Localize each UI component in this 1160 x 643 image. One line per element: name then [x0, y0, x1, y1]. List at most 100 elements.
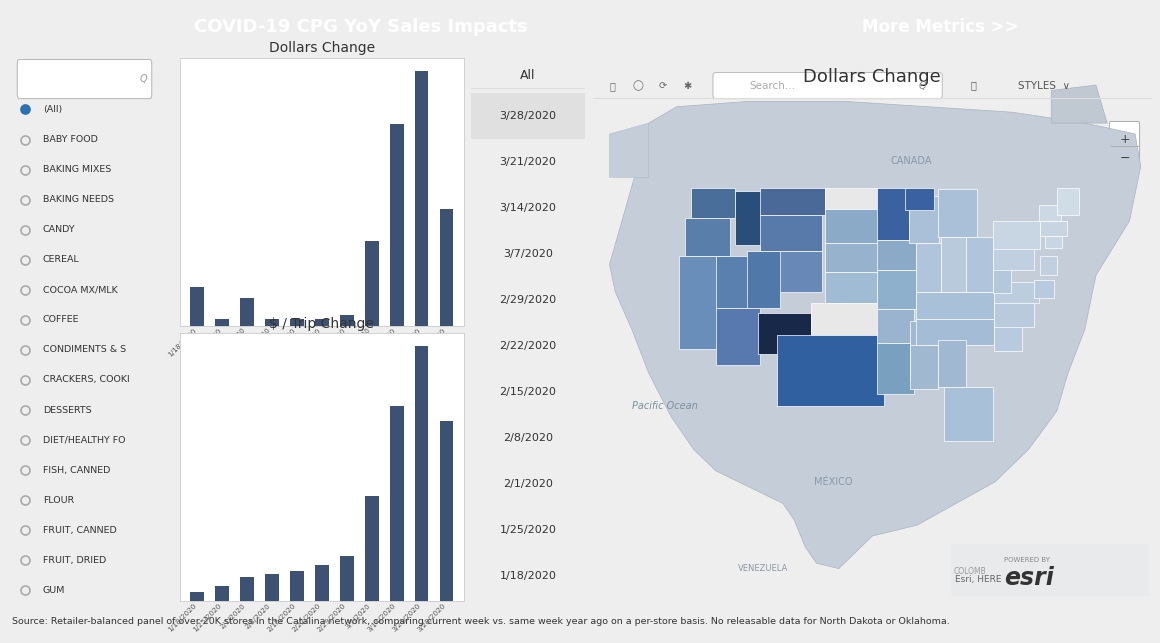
Text: BABY FOOD: BABY FOOD [43, 135, 97, 144]
Bar [340, 315, 354, 325]
Bar [690, 188, 735, 218]
FancyBboxPatch shape [713, 73, 942, 98]
Bar [216, 320, 229, 325]
Bar [216, 586, 229, 601]
Bar [938, 189, 978, 237]
Bar [761, 215, 822, 251]
Text: 3/21/2020: 3/21/2020 [499, 157, 557, 167]
Text: Search...: Search... [749, 80, 796, 91]
Bar [825, 242, 878, 273]
Bar [1041, 256, 1057, 275]
Bar [877, 188, 908, 240]
Text: POWERED BY: POWERED BY [1003, 557, 1050, 563]
Text: FRUIT, DRIED: FRUIT, DRIED [43, 556, 107, 565]
Bar [993, 248, 1035, 270]
Text: VENEZUELA: VENEZUELA [738, 564, 789, 573]
Bar [1044, 236, 1063, 248]
Text: COVID-19 CPG YoY Sales Impacts: COVID-19 CPG YoY Sales Impacts [194, 18, 528, 35]
Bar [365, 496, 378, 601]
Text: 2/1/2020: 2/1/2020 [503, 478, 552, 489]
Bar [825, 273, 877, 303]
Text: 🗂: 🗂 [970, 80, 976, 91]
Text: 3/7/2020: 3/7/2020 [503, 249, 552, 259]
Bar [340, 556, 354, 601]
Bar [1039, 204, 1061, 221]
Bar [916, 242, 941, 291]
Bar [390, 406, 404, 601]
Bar [905, 188, 934, 210]
Text: 2/8/2020: 2/8/2020 [502, 433, 553, 443]
Text: FRUIT, CANNED: FRUIT, CANNED [43, 526, 117, 535]
FancyBboxPatch shape [1109, 122, 1139, 171]
Polygon shape [1051, 85, 1107, 123]
Bar [735, 191, 763, 246]
Bar [916, 319, 994, 345]
Bar [290, 320, 304, 325]
Bar [1057, 188, 1079, 215]
Text: DESSERTS: DESSERTS [43, 406, 92, 415]
Bar [993, 221, 1041, 249]
Title: Dollars Change: Dollars Change [269, 41, 375, 55]
Bar [993, 264, 1012, 293]
Text: CEREAL: CEREAL [43, 255, 80, 264]
Bar [365, 240, 378, 325]
Text: More Metrics >>: More Metrics >> [862, 18, 1020, 35]
Bar [777, 335, 884, 406]
Text: 3/28/2020: 3/28/2020 [499, 111, 557, 121]
Bar [994, 282, 1039, 303]
Text: 1/25/2020: 1/25/2020 [499, 525, 557, 534]
Text: 1/18/2020: 1/18/2020 [499, 570, 557, 581]
Text: Esri, HERE: Esri, HERE [955, 575, 1001, 584]
Bar [938, 340, 966, 386]
Title: $ / Trip Change: $ / Trip Change [269, 317, 375, 331]
Bar [266, 574, 278, 601]
Text: +: + [1119, 133, 1130, 146]
Text: 2/15/2020: 2/15/2020 [499, 387, 557, 397]
Text: FLOUR: FLOUR [43, 496, 74, 505]
Bar [761, 251, 822, 291]
Text: CONDIMENTS & S: CONDIMENTS & S [43, 345, 126, 354]
Bar [877, 343, 914, 394]
Bar [290, 571, 304, 601]
Bar [716, 256, 749, 308]
Text: ✱: ✱ [683, 81, 691, 91]
Bar [994, 324, 1022, 351]
Bar [190, 287, 204, 325]
Text: Q: Q [140, 74, 147, 84]
Text: ⬜: ⬜ [609, 81, 615, 91]
Bar [1041, 221, 1067, 236]
Bar [825, 188, 878, 209]
Bar [950, 544, 1150, 596]
Text: FISH, CANNED: FISH, CANNED [43, 466, 110, 475]
Text: BAKING NEEDS: BAKING NEEDS [43, 195, 114, 204]
Bar [909, 196, 940, 242]
Text: (All): (All) [43, 105, 63, 114]
Bar [240, 298, 254, 325]
Text: 2/29/2020: 2/29/2020 [499, 295, 557, 305]
Text: CRACKERS, COOKI: CRACKERS, COOKI [43, 376, 130, 385]
Bar [811, 303, 883, 335]
Text: COLOMB: COLOMB [954, 567, 986, 576]
Bar [941, 237, 966, 291]
Bar [415, 346, 428, 601]
Bar [825, 209, 878, 242]
Text: All: All [520, 69, 536, 82]
Bar [944, 386, 993, 441]
Text: Pacific Ocean: Pacific Ocean [632, 401, 697, 411]
Bar [994, 302, 1035, 327]
Text: COFFEE: COFFEE [43, 315, 79, 324]
Text: CANDY: CANDY [43, 225, 75, 234]
Bar [316, 320, 328, 325]
Polygon shape [609, 102, 1140, 568]
Bar [415, 71, 428, 325]
Bar [966, 237, 993, 291]
Bar [190, 592, 204, 601]
Bar [877, 309, 914, 343]
Text: GUM: GUM [43, 586, 65, 595]
Text: 2/22/2020: 2/22/2020 [499, 341, 557, 351]
Bar [1035, 280, 1054, 298]
Text: Source: Retailer-balanced panel of over 20K stores in the Catalina network, comp: Source: Retailer-balanced panel of over … [12, 617, 949, 626]
Bar [686, 218, 730, 256]
Bar [440, 209, 454, 325]
Text: Dollars Change: Dollars Change [804, 68, 941, 86]
